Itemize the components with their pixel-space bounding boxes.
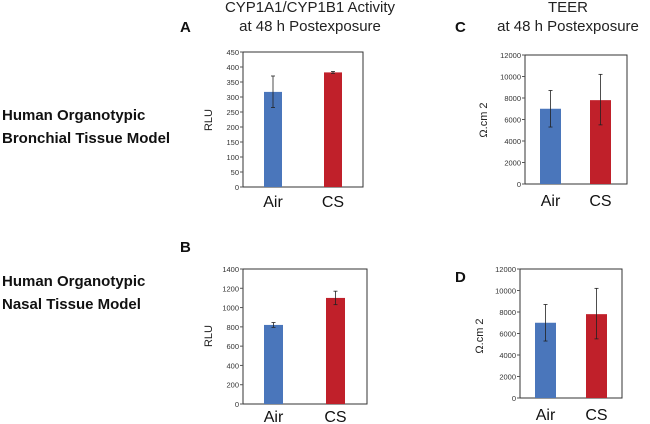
y-tick-label-b: 1200	[222, 284, 239, 293]
y-tick-label-d: 8000	[499, 308, 516, 317]
row-label-bronchial-line1: Human Organotypic	[2, 107, 145, 124]
panel-letter-d: D	[455, 269, 466, 286]
y-tick-label-a: 350	[226, 78, 239, 87]
y-axis-label-a: RLU	[203, 109, 215, 131]
y-tick-label-c: 6000	[504, 116, 521, 125]
y-tick-label-d: 4000	[499, 351, 516, 360]
x-tick-label-d-cs: CS	[585, 407, 607, 424]
y-tick-label-b: 400	[226, 361, 239, 370]
panel-letter-c: C	[455, 19, 466, 36]
y-tick-label-b: 0	[235, 400, 239, 409]
x-tick-label-c-air: Air	[541, 193, 561, 210]
y-tick-label-a: 250	[226, 108, 239, 117]
y-tick-label-c: 4000	[504, 137, 521, 146]
y-axis-label-d: Ω.cm 2	[474, 318, 486, 353]
y-tick-label-b: 200	[226, 381, 239, 390]
x-tick-label-a-air: Air	[263, 194, 283, 211]
y-tick-label-d: 10000	[495, 287, 516, 296]
bar-d-cs	[586, 314, 607, 398]
y-tick-label-a: 400	[226, 63, 239, 72]
y-tick-label-d: 12000	[495, 265, 516, 274]
title-teer-line2: at 48 h Postexposure	[497, 18, 639, 35]
x-tick-label-c-cs: CS	[589, 193, 611, 210]
row-label-bronchial-line2: Bronchial Tissue Model	[2, 130, 170, 147]
y-tick-label-d: 6000	[499, 330, 516, 339]
x-tick-label-d-air: Air	[536, 407, 556, 424]
y-tick-label-c: 2000	[504, 159, 521, 168]
x-tick-label-b-air: Air	[264, 409, 284, 424]
plot-frame-a	[242, 51, 364, 188]
title-cyp-line2: at 48 h Postexposure	[239, 18, 381, 35]
title-teer-line1: TEER	[548, 0, 588, 16]
y-tick-label-a: 0	[235, 183, 239, 192]
bar-c-air	[540, 108, 561, 184]
panel-letter-b: B	[180, 239, 191, 256]
bar-a-air	[264, 91, 282, 187]
y-tick-label-c: 12000	[500, 51, 521, 60]
bar-c-cs	[590, 100, 611, 184]
bar-a-cs	[324, 72, 342, 187]
y-tick-label-a: 300	[226, 93, 239, 102]
y-tick-label-b: 1000	[222, 304, 239, 313]
row-label-nasal-line1: Human Organotypic	[2, 273, 145, 290]
y-tick-label-b: 600	[226, 342, 239, 351]
panel-letter-a: A	[180, 19, 191, 36]
y-tick-label-a: 450	[226, 48, 239, 57]
y-tick-label-d: 0	[512, 394, 516, 403]
y-axis-label-b: RLU	[203, 325, 215, 347]
y-tick-label-a: 50	[231, 168, 239, 177]
plot-frame-b	[242, 268, 368, 405]
title-cyp-line1: CYP1A1/CYP1B1 Activity	[225, 0, 396, 16]
y-tick-label-a: 200	[226, 123, 239, 132]
bar-d-air	[535, 322, 556, 398]
row-label-nasal-line2: Nasal Tissue Model	[2, 296, 141, 313]
bar-b-cs	[326, 297, 345, 404]
x-tick-label-a-cs: CS	[322, 194, 344, 211]
y-tick-label-c: 0	[517, 180, 521, 189]
y-tick-label-b: 800	[226, 323, 239, 332]
bar-b-air	[264, 324, 283, 404]
x-tick-label-b-cs: CS	[324, 409, 346, 424]
y-tick-label-c: 10000	[500, 73, 521, 82]
y-tick-label-c: 8000	[504, 94, 521, 103]
y-tick-label-a: 100	[226, 153, 239, 162]
y-axis-label-c: Ω.cm 2	[478, 102, 490, 137]
y-tick-label-a: 150	[226, 138, 239, 147]
y-tick-label-b: 1400	[222, 265, 239, 274]
y-tick-label-d: 2000	[499, 373, 516, 382]
